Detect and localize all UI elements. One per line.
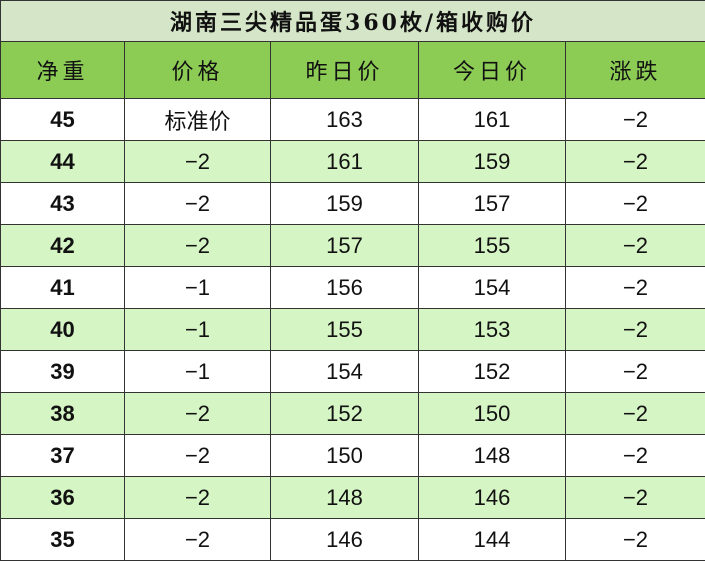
cell-yesterday-price: 159 — [271, 183, 419, 225]
cell-price: −2 — [125, 393, 271, 435]
cell-change: −2 — [566, 141, 705, 183]
header-net-weight: 净重 — [1, 42, 125, 99]
cell-change: −2 — [566, 267, 705, 309]
cell-yesterday-price: 163 — [271, 99, 419, 141]
cell-yesterday-price: 155 — [271, 309, 419, 351]
cell-today-price: 154 — [419, 267, 566, 309]
cell-yesterday-price: 150 — [271, 435, 419, 477]
cell-price: −2 — [125, 435, 271, 477]
cell-today-price: 157 — [419, 183, 566, 225]
cell-change: −2 — [566, 183, 705, 225]
cell-today-price: 148 — [419, 435, 566, 477]
cell-net-weight: 35 — [1, 519, 125, 561]
cell-change: −2 — [566, 435, 705, 477]
cell-today-price: 152 — [419, 351, 566, 393]
cell-change: −2 — [566, 519, 705, 561]
cell-today-price: 144 — [419, 519, 566, 561]
header-price: 价格 — [125, 42, 271, 99]
cell-net-weight: 42 — [1, 225, 125, 267]
cell-change: −2 — [566, 393, 705, 435]
cell-change: −2 — [566, 225, 705, 267]
cell-price: −2 — [125, 183, 271, 225]
cell-today-price: 155 — [419, 225, 566, 267]
cell-price: −1 — [125, 309, 271, 351]
cell-price: −2 — [125, 519, 271, 561]
cell-price: −1 — [125, 351, 271, 393]
cell-net-weight: 40 — [1, 309, 125, 351]
cell-yesterday-price: 152 — [271, 393, 419, 435]
cell-yesterday-price: 157 — [271, 225, 419, 267]
cell-net-weight: 37 — [1, 435, 125, 477]
cell-price: −2 — [125, 225, 271, 267]
cell-yesterday-price: 148 — [271, 477, 419, 519]
cell-net-weight: 36 — [1, 477, 125, 519]
cell-net-weight: 45 — [1, 99, 125, 141]
cell-price: 标准价 — [125, 99, 271, 141]
cell-yesterday-price: 156 — [271, 267, 419, 309]
cell-price: −2 — [125, 477, 271, 519]
cell-change: −2 — [566, 309, 705, 351]
header-today-price: 今日价 — [419, 42, 566, 99]
cell-today-price: 150 — [419, 393, 566, 435]
cell-change: −2 — [566, 99, 705, 141]
cell-today-price: 146 — [419, 477, 566, 519]
cell-change: −2 — [566, 477, 705, 519]
cell-net-weight: 44 — [1, 141, 125, 183]
table-title: 湖南三尖精品蛋360枚/箱收购价 — [1, 1, 705, 42]
cell-today-price: 159 — [419, 141, 566, 183]
header-yesterday-price: 昨日价 — [271, 42, 419, 99]
cell-today-price: 161 — [419, 99, 566, 141]
cell-net-weight: 41 — [1, 267, 125, 309]
cell-yesterday-price: 146 — [271, 519, 419, 561]
cell-net-weight: 39 — [1, 351, 125, 393]
cell-price: −2 — [125, 141, 271, 183]
cell-net-weight: 38 — [1, 393, 125, 435]
cell-change: −2 — [566, 351, 705, 393]
cell-today-price: 153 — [419, 309, 566, 351]
cell-price: −1 — [125, 267, 271, 309]
cell-yesterday-price: 161 — [271, 141, 419, 183]
header-change: 涨跌 — [566, 42, 705, 99]
cell-net-weight: 43 — [1, 183, 125, 225]
cell-yesterday-price: 154 — [271, 351, 419, 393]
